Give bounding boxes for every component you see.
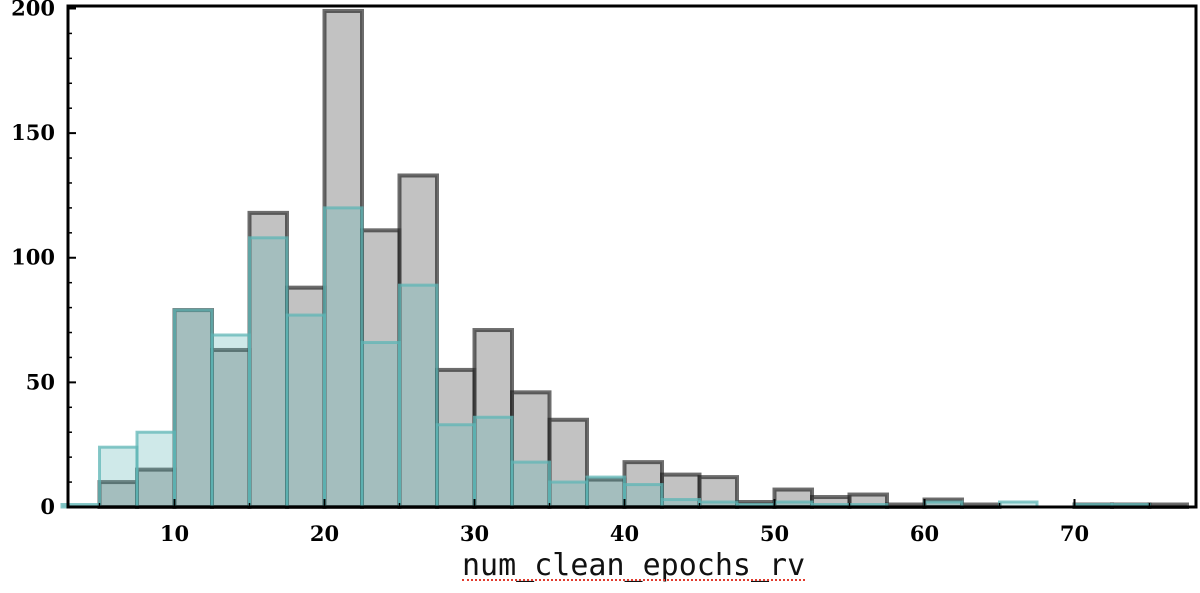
y-tick-label-200: 200 <box>11 0 55 20</box>
spellcheck-underline <box>462 579 806 581</box>
y-tick-label-0: 0 <box>40 494 55 519</box>
y-tick-label-150: 150 <box>11 120 55 145</box>
x-axis-label-text: num_clean_epochs_rv <box>462 548 806 583</box>
bar-teal-5 <box>248 236 289 509</box>
bar-teal-6 <box>285 313 326 509</box>
bar-teal-13 <box>548 480 589 509</box>
x-tick-label-40: 40 <box>610 521 639 546</box>
x-tick-label-70: 70 <box>1060 521 1089 546</box>
bar-teal-11 <box>473 415 514 509</box>
y-tick-label-50: 50 <box>26 369 55 394</box>
bar-teal-10 <box>435 423 476 509</box>
bar-teal-3 <box>173 308 214 509</box>
x-tick-label-60: 60 <box>910 521 939 546</box>
bar-teal-9 <box>398 283 439 509</box>
x-tick-label-10: 10 <box>160 521 189 546</box>
y-tick-label-100: 100 <box>11 245 55 270</box>
series-teal-bars <box>60 206 1151 509</box>
x-axis-label: num_clean_epochs_rv <box>462 548 806 583</box>
bar-teal-2 <box>135 430 176 509</box>
bar-teal-15 <box>623 483 664 509</box>
bar-teal-1 <box>98 445 139 509</box>
x-tick-label-30: 30 <box>460 521 489 546</box>
bar-teal-12 <box>510 460 551 509</box>
x-tick-label-50: 50 <box>760 521 789 546</box>
x-tick-label-20: 20 <box>310 521 339 546</box>
bar-teal-7 <box>323 206 364 509</box>
bar-teal-4 <box>210 333 251 509</box>
bar-teal-14 <box>585 475 626 509</box>
bar-teal-8 <box>360 340 401 509</box>
plot-frame <box>66 4 1198 509</box>
